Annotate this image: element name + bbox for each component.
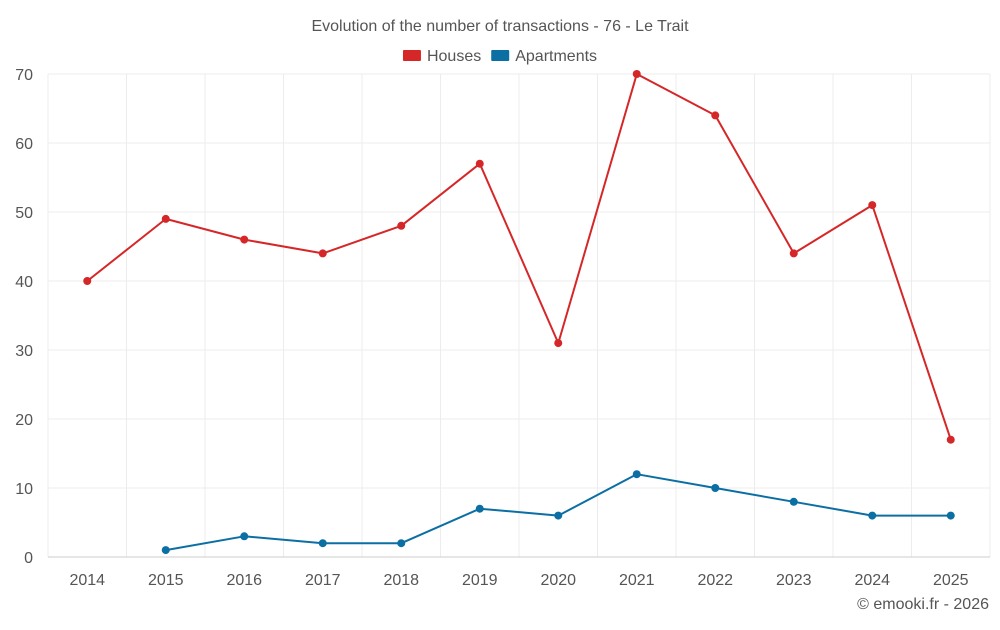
data-point-apartments[interactable] [397,539,406,548]
data-point-houses[interactable] [161,214,170,223]
x-tick-label: 2022 [697,572,733,589]
y-tick-label: 40 [15,274,33,291]
legend-label: Houses [427,48,481,65]
x-tick-label: 2020 [540,572,576,589]
y-tick-label: 50 [15,205,33,222]
data-point-houses[interactable] [83,277,92,285]
y-tick-label: 10 [15,481,33,498]
x-tick-label: 2016 [226,572,262,589]
x-tick-label: 2018 [383,572,419,589]
data-point-houses[interactable] [868,201,877,210]
chart-title: Evolution of the number of transactions … [311,18,689,35]
data-point-apartments[interactable] [318,539,327,548]
data-point-apartments[interactable] [868,511,877,520]
data-point-houses[interactable] [554,339,563,348]
x-tick-label: 2015 [148,572,184,589]
x-tick-label: 2021 [619,572,655,589]
x-tick-label: 2023 [776,572,812,589]
y-tick-label: 70 [15,67,33,84]
legend-item-houses[interactable]: Houses [402,48,481,65]
legend: Houses Apartments [402,48,597,65]
data-point-houses[interactable] [632,70,641,78]
data-point-houses[interactable] [946,435,955,444]
x-tick-label: 2019 [462,572,498,589]
data-point-houses[interactable] [475,159,484,168]
data-point-apartments[interactable] [161,546,170,555]
x-tick-label: 2017 [305,572,341,589]
data-point-apartments[interactable] [946,511,955,520]
series-apartments [161,470,955,555]
y-axis-ticks: 0 10 20 30 40 50 60 70 [15,67,33,567]
data-point-apartments[interactable] [475,504,484,513]
y-tick-label: 0 [24,550,33,567]
series-houses [83,70,955,444]
data-point-apartments[interactable] [711,484,720,492]
legend-swatch [402,50,421,61]
data-point-houses[interactable] [240,235,249,244]
data-point-houses[interactable] [789,249,798,258]
data-point-apartments[interactable] [789,497,798,506]
legend-swatch [491,50,510,61]
grid [47,73,991,558]
data-point-houses[interactable] [711,111,720,120]
data-point-houses[interactable] [318,249,327,258]
y-tick-label: 20 [15,412,33,429]
series-layer [83,70,955,555]
x-axis-ticks: 2014 2015 2016 2017 2018 2019 2020 2021 2022 2023… [69,572,968,589]
data-point-houses[interactable] [397,221,406,230]
x-tick-label: 2014 [69,572,105,589]
data-point-apartments[interactable] [240,532,249,541]
data-point-apartments[interactable] [554,511,563,520]
x-tick-label: 2024 [854,572,890,589]
y-tick-label: 30 [15,343,33,360]
series-line-houses [86,73,952,441]
y-tick-label: 60 [15,136,33,153]
x-tick-label: 2025 [933,572,969,589]
legend-item-apartments[interactable]: Apartments [491,48,597,65]
chart-credit: © emooki.fr - 2026 [857,596,989,613]
legend-label: Apartments [515,48,597,65]
data-point-apartments[interactable] [632,470,641,479]
